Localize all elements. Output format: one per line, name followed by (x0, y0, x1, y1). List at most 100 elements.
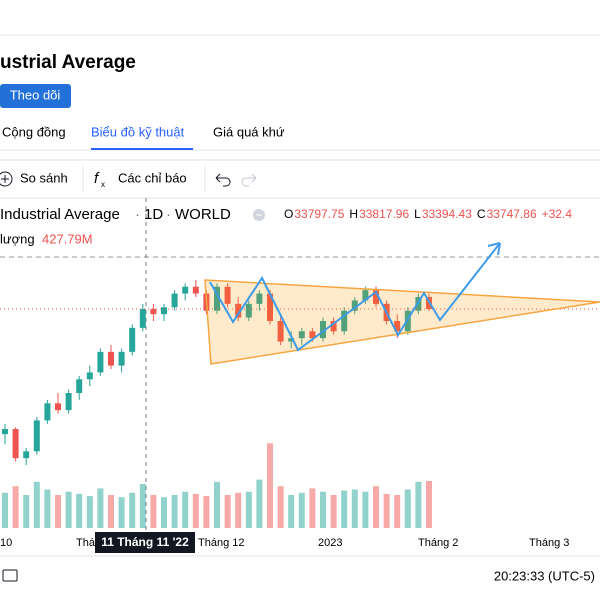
candle-body (86, 372, 93, 380)
crosshair-label: 11 Tháng 11 '22 (101, 535, 189, 549)
indicators-icon[interactable]: x (101, 180, 105, 189)
triangle-drawing (204, 279, 600, 365)
tab[interactable]: Giá quá khứ (213, 124, 285, 139)
volume-bar (65, 491, 72, 528)
volume-bar (288, 495, 295, 528)
volume-label: lượng (0, 231, 35, 246)
volume-bar (55, 495, 61, 528)
candle-body (2, 429, 8, 435)
volume-bar (415, 481, 422, 528)
legend-ohlc: O 33797.75 H 33817.96 L 33394.43 C 33747.86 +32.… (284, 207, 572, 221)
candle-body (214, 286, 220, 311)
ohlc-key: H (349, 207, 358, 221)
time-label: 10 (0, 537, 12, 549)
volume-bar (426, 480, 432, 528)
candle-body (108, 351, 114, 366)
redo-button[interactable] (241, 173, 257, 187)
candle-body (150, 309, 157, 315)
time-axis: 10 Tháng Tháng 12 2023 Tháng 2 Tháng 3 (0, 537, 569, 549)
candle-body (33, 420, 40, 452)
volume-bar (362, 491, 369, 528)
undo-button[interactable] (215, 173, 231, 187)
volume-bar (23, 495, 30, 528)
volume-bar (76, 493, 83, 528)
candle-body (224, 286, 231, 304)
time-label: Tháng 12 (198, 537, 244, 549)
compare-icon[interactable] (1, 175, 9, 183)
candle-body (118, 351, 125, 366)
volume-bar (404, 489, 411, 528)
volume-bar (394, 495, 401, 528)
volume-bar (108, 495, 114, 528)
compare-button[interactable]: So sánh (20, 170, 68, 185)
volume-bar (298, 492, 305, 528)
candle-body (330, 321, 337, 332)
calendar-icon[interactable] (2, 569, 18, 582)
indicators-icon[interactable]: f (94, 170, 100, 187)
candle-body (309, 331, 316, 339)
volume-bar (139, 484, 146, 528)
candle-body (171, 293, 178, 308)
zigzag-drawing (209, 242, 501, 352)
arrow-head (487, 242, 501, 256)
candle-body (267, 293, 273, 321)
candle-body (182, 286, 189, 294)
time-label: Tháng 3 (529, 537, 569, 549)
candle-body (97, 351, 104, 373)
time-label: 2023 (318, 537, 342, 549)
candle-body (76, 379, 83, 393)
volume-bar (118, 497, 125, 528)
indicators-button[interactable]: Các chỉ báo (118, 170, 187, 185)
compare-icon[interactable] (0, 171, 13, 187)
candle-body (192, 286, 199, 294)
ohlc-change: +32.4 (542, 207, 573, 221)
volume-bar (2, 492, 8, 528)
volume-bar (182, 491, 189, 528)
candle-body (12, 429, 19, 459)
volume-bar (309, 488, 316, 528)
candle-body (235, 303, 242, 318)
follow-button-label[interactable]: Theo dõi (10, 87, 61, 102)
crosshair-label-box (95, 532, 195, 553)
candle-body (341, 310, 348, 332)
tab[interactable]: Cộng đồng (2, 124, 66, 139)
legend-dot: · (166, 206, 171, 223)
volume-bar (330, 495, 337, 528)
volume-bar (33, 481, 40, 528)
follow-button[interactable] (0, 84, 71, 108)
candle-body (256, 293, 263, 304)
legend-dot: · (135, 206, 140, 223)
ohlc-value: 33394.43 (422, 207, 472, 221)
volume-bar (203, 496, 210, 528)
candle-body (139, 309, 146, 328)
ohlc-value: 33747.86 (487, 207, 537, 221)
candle-body (44, 403, 51, 421)
candle-body (351, 300, 358, 311)
legend-interval: 1D (144, 206, 163, 223)
candle-body (65, 393, 72, 411)
volume-bar (171, 495, 178, 528)
ohlc-key: L (414, 207, 421, 221)
candle-body (362, 290, 369, 301)
candle-body (373, 290, 379, 304)
volume-bar (245, 491, 252, 528)
candle-body (288, 338, 295, 342)
volume-bar (150, 495, 157, 528)
volume-bar (224, 495, 231, 528)
volume-bar (277, 486, 284, 528)
candle-body (320, 321, 326, 339)
volume-bar (267, 443, 273, 528)
ohlc-key: C (477, 207, 486, 221)
volume-bar (129, 492, 136, 528)
candle-body (394, 321, 401, 332)
candle-body (23, 451, 30, 459)
candle-body (298, 331, 305, 339)
candle-body (129, 327, 136, 352)
volume-value: 427.79M (42, 231, 93, 246)
volume-bar (161, 497, 167, 528)
candle-body (277, 321, 284, 342)
volume-bar (320, 491, 326, 528)
tab-active[interactable]: Biểu đồ kỹ thuật (91, 124, 185, 139)
volume-bar (351, 489, 358, 528)
